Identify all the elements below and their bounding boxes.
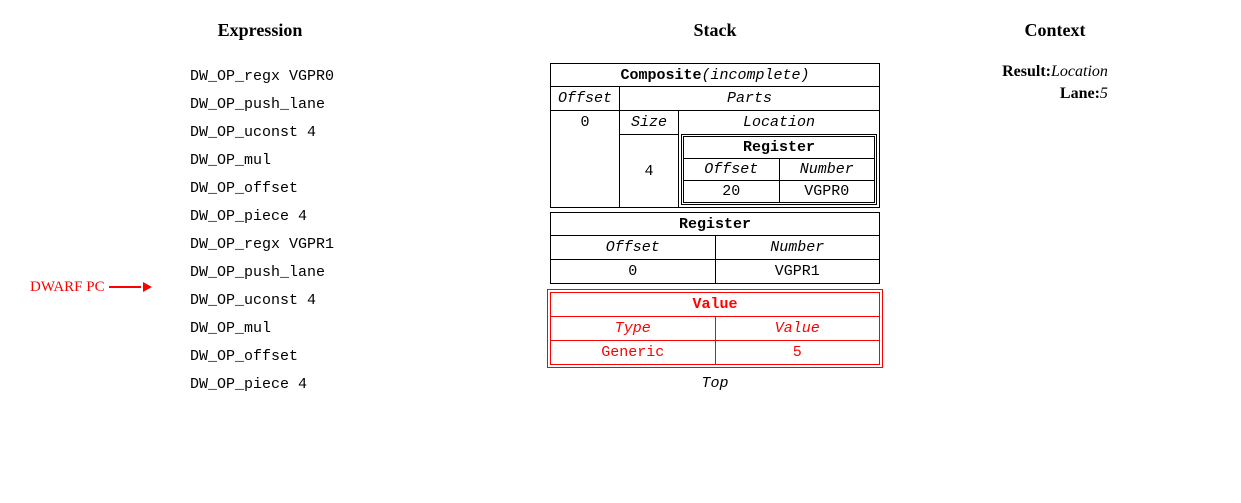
expression-line: DW_OP_offset bbox=[190, 343, 490, 371]
expression-list: DW_OP_regx VGPR0DW_OP_push_laneDW_OP_uco… bbox=[190, 63, 490, 399]
context-result-key: Result: bbox=[1002, 63, 1051, 80]
register-box: Register Offset Number 0 VGPR1 bbox=[550, 212, 880, 284]
composite-title-row: Composite(incomplete) bbox=[551, 64, 879, 86]
context-result-row: Result:Location bbox=[1002, 63, 1108, 81]
expression-line: DW_OP_mul bbox=[190, 315, 490, 343]
composite-size-col: Size 4 bbox=[620, 111, 678, 207]
register-offset-value: 0 bbox=[551, 259, 715, 283]
composite-offset-col: Offset 0 bbox=[551, 86, 619, 207]
arrow-shaft bbox=[109, 286, 141, 288]
composite-parts-col: Parts Size 4 Location Register bbox=[619, 86, 879, 207]
register-number-label: Number bbox=[715, 235, 880, 259]
stack-column: Stack Composite(incomplete) Offset 0 Par… bbox=[530, 20, 900, 392]
context-result-val: Location bbox=[1051, 63, 1108, 80]
expression-line: DW_OP_push_lane bbox=[190, 91, 490, 119]
composite-body: Offset 0 Parts Size 4 Location bbox=[551, 86, 879, 207]
register-value-row: 0 VGPR1 bbox=[551, 259, 879, 283]
expression-line: DW_OP_mul bbox=[190, 147, 490, 175]
expression-heading: Expression bbox=[218, 20, 303, 41]
expression-line: DW_OP_regx VGPR0 bbox=[190, 63, 490, 91]
value-box: Value Type Value Generic 5 bbox=[550, 292, 880, 365]
arrow-head-icon bbox=[143, 282, 152, 292]
composite-location-label: Location bbox=[679, 111, 879, 134]
expression-column: Expression DW_OP_regx VGPR0DW_OP_push_la… bbox=[30, 20, 490, 399]
inner-register-title: Register bbox=[684, 137, 874, 158]
register-header-row: Offset Number bbox=[551, 235, 879, 259]
expression-line: DW_OP_uconst 4 bbox=[190, 119, 490, 147]
expression-line: DW_OP_uconst 4 bbox=[190, 287, 490, 315]
value-type-value: Generic bbox=[551, 341, 715, 364]
expression-line: DW_OP_push_lane bbox=[190, 259, 490, 287]
expression-line: DW_OP_piece 4 bbox=[190, 203, 490, 231]
composite-offset-label: Offset bbox=[551, 87, 619, 111]
composite-box: Composite(incomplete) Offset 0 Parts Siz… bbox=[550, 63, 880, 208]
composite-location-col: Location Register Offset Number 20 bbox=[678, 111, 879, 207]
register-title: Register bbox=[551, 213, 879, 235]
inner-register-header-row: Offset Number bbox=[684, 158, 874, 180]
inner-register-offset-label: Offset bbox=[684, 159, 779, 180]
register-offset-label: Offset bbox=[551, 235, 715, 259]
context-column: Context Result:Location Lane:5 bbox=[940, 20, 1170, 107]
context-lane-val: 5 bbox=[1100, 85, 1108, 102]
composite-size-value: 4 bbox=[620, 135, 678, 207]
value-title: Value bbox=[551, 293, 879, 316]
diagram-root: Expression DW_OP_regx VGPR0DW_OP_push_la… bbox=[30, 20, 1211, 399]
composite-size-label: Size bbox=[620, 111, 678, 135]
composite-parts-row: Size 4 Location Register Offset Number bbox=[620, 110, 879, 207]
register-number-value: VGPR1 bbox=[715, 259, 880, 283]
inner-register-offset-value: 20 bbox=[684, 181, 779, 202]
stack-top-label: Top bbox=[701, 375, 728, 392]
context-heading: Context bbox=[1025, 20, 1086, 41]
expression-line: DW_OP_regx VGPR1 bbox=[190, 231, 490, 259]
value-header-row: Type Value bbox=[551, 316, 879, 340]
composite-title: Composite bbox=[620, 67, 701, 84]
context-lane-row: Lane:5 bbox=[1002, 85, 1108, 103]
stack-heading: Stack bbox=[693, 20, 736, 41]
composite-parts-label: Parts bbox=[620, 87, 879, 110]
inner-register-number-value: VGPR0 bbox=[779, 181, 875, 202]
context-body: Result:Location Lane:5 bbox=[1002, 63, 1108, 107]
expression-line: DW_OP_offset bbox=[190, 175, 490, 203]
dwarf-pc-label: DWARF PC bbox=[30, 279, 105, 296]
inner-register-value-row: 20 VGPR0 bbox=[684, 180, 874, 202]
value-type-label: Type bbox=[551, 317, 715, 340]
dwarf-pc-pointer: DWARF PC bbox=[30, 273, 152, 301]
expression-line: DW_OP_piece 4 bbox=[190, 371, 490, 399]
stack-area: Composite(incomplete) Offset 0 Parts Siz… bbox=[550, 63, 880, 392]
inner-register-number-label: Number bbox=[779, 159, 875, 180]
expression-body: DW_OP_regx VGPR0DW_OP_push_laneDW_OP_uco… bbox=[30, 63, 490, 399]
value-value-value: 5 bbox=[715, 341, 880, 364]
composite-note: (incomplete) bbox=[701, 67, 809, 84]
value-value-label: Value bbox=[715, 317, 880, 340]
composite-offset-value: 0 bbox=[551, 111, 619, 207]
value-value-row: Generic 5 bbox=[551, 340, 879, 364]
context-lane-key: Lane: bbox=[1060, 85, 1100, 102]
inner-register-box: Register Offset Number 20 VGPR0 bbox=[683, 136, 875, 203]
